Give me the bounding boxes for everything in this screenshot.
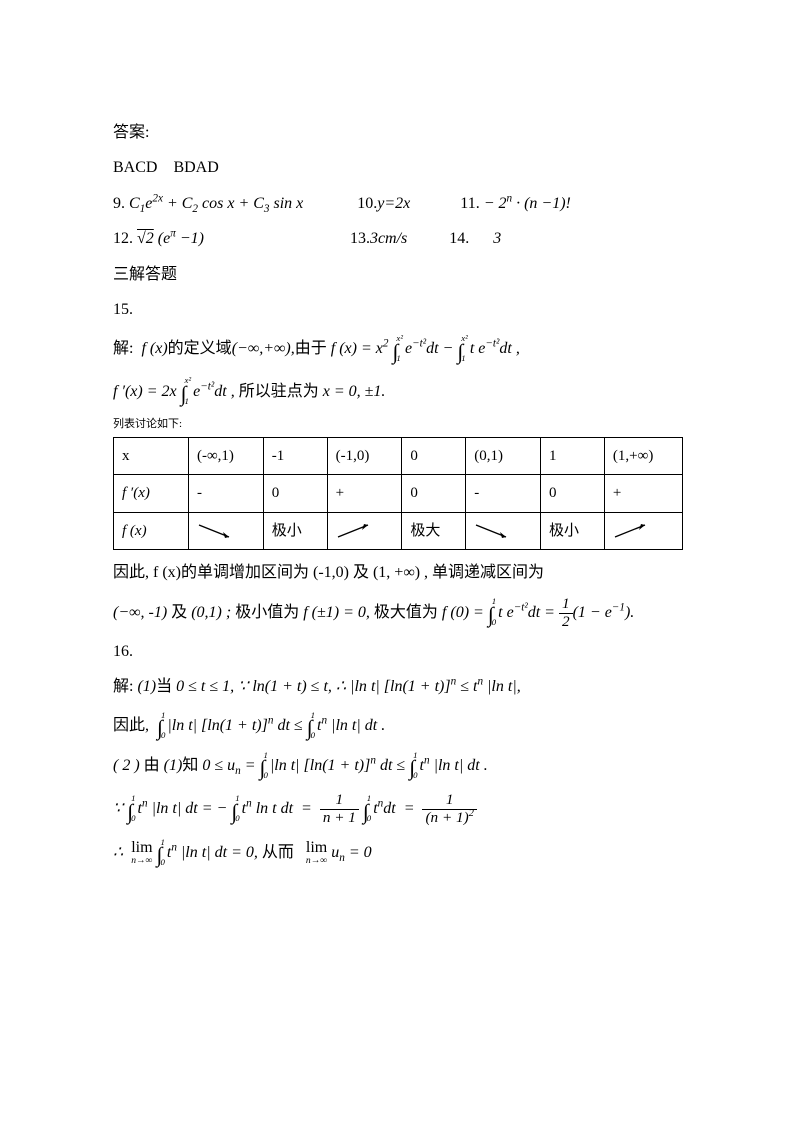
q14: 14.3 [449,230,501,247]
q10: 10.y=2x [357,195,410,212]
q16-line2: 因此, ∫10|ln t| [ln(1 + t)]n dt ≤ ∫10tn |l… [113,708,680,743]
q16-line1: 解: (1)当 0 ≤ t ≤ 1, ∵ ln(1 + t) ≤ t, ∴ |l… [113,672,680,702]
decrease-arrow-icon [197,517,235,546]
q11: 11. − 2n · (n −1)! [460,195,571,212]
q16-number: 16. [113,637,680,667]
increase-arrow-icon [336,517,374,546]
section-3-heading: 三解答题 [113,260,680,290]
fill-in-row-2: 12. √2 (eπ −1) 13.3cm/s 14.3 [113,224,680,254]
table-row: f ′(x) -0+0-0+ [114,475,683,513]
q16-line3: ( 2 ) 由 (1)知 0 ≤ un = ∫10|ln t| [ln(1 + … [113,748,680,783]
q15-line2: f ′(x) = 2x ∫x²1e−t²dt , 所以驻点为 x = 0, ±1… [113,374,680,409]
q15-line1: 解: f (x)的定义域(−∞,+∞),由于 f (x) = x2 ∫x²1e−… [113,330,680,368]
q15-conclusion-2: (−∞, -1) 及 (0,1) ; 极小值为 f (±1) = 0, 极大值为… [113,594,680,632]
answers-heading: 答案: [113,118,680,148]
fill-in-row-1: 9. C1e2x + C2 cos x + C3 sin x 10.y=2x 1… [113,189,680,219]
increase-arrow-icon [613,517,651,546]
q9: 9. C1e2x + C2 cos x + C3 sin x [113,195,303,212]
q15-conclusion-1: 因此, f (x)的单调增加区间为 (-1,0) 及 (1, +∞) , 单调递… [113,558,680,588]
q15-number: 15. [113,295,680,325]
q12: 12. √2 (eπ −1) [113,230,204,247]
q16-line5: ∴ limn→∞ ∫10tn |ln t| dt = 0, 从而 limn→∞ … [113,835,680,870]
analysis-table: x(-∞,1)-1(-1,0)0(0,1)1(1,+∞) f ′(x) -0+0… [113,437,683,551]
decrease-arrow-icon [474,517,512,546]
table-row: f (x) 极小 极大 极小 [114,512,683,550]
q13: 13.3cm/s [350,230,407,247]
multiple-choice-answers: BACD BDAD [113,153,680,183]
table-caption: 列表讨论如下: [113,414,680,435]
table-row: x(-∞,1)-1(-1,0)0(0,1)1(1,+∞) [114,437,683,475]
q16-line4: ∵ ∫10tn |ln t| dt = − ∫10tn ln t dt = 1n… [113,788,680,830]
